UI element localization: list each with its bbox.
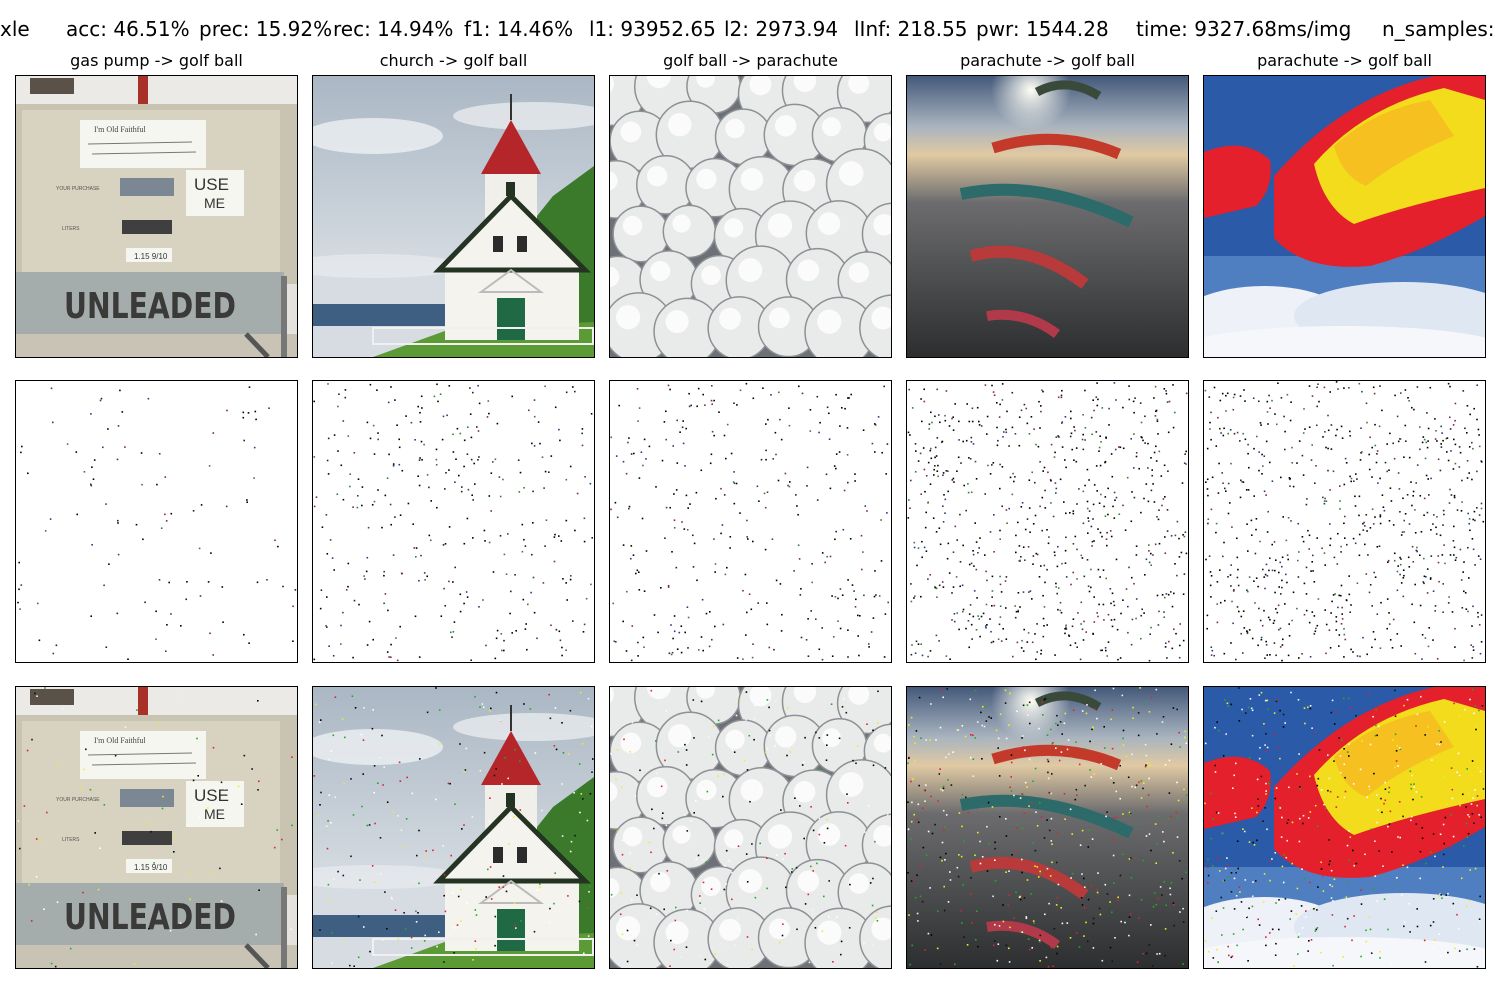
l2-metric: l2: 2973.94 [724, 17, 839, 41]
price-label: 1.15 9/10 [134, 252, 168, 261]
liters-label: LITERS [62, 226, 80, 232]
rec-metric: rec: 14.94% [333, 17, 454, 41]
note-text: I'm Old Faithful [94, 125, 146, 134]
column-title-3: golf ball -> parachute [663, 51, 838, 70]
acc-metric: acc: 46.51% [66, 17, 190, 41]
original-image-golf-balls [609, 75, 892, 358]
column-title-2: church -> golf ball [379, 51, 528, 70]
perturbation-map-5 [1203, 380, 1486, 663]
perturbation-map-2 [312, 380, 595, 663]
adversarial-image-skydivers [906, 686, 1189, 969]
original-image-church [312, 75, 595, 358]
time-metric: time: 9327.68ms/img [1136, 17, 1352, 41]
adversarial-image-golf-balls [609, 686, 892, 969]
n-samples-metric: n_samples: 4 [1382, 17, 1500, 41]
perturbation-map-3 [609, 380, 892, 663]
f1-metric: f1: 14.46% [464, 17, 574, 41]
me-text: ME [204, 195, 225, 211]
perturbation-map-1 [15, 380, 298, 663]
l1-metric: l1: 93952.65 [589, 17, 716, 41]
linf-metric: lInf: 218.55 [854, 17, 968, 41]
price-label: 1.15 9/10 [134, 863, 168, 872]
purchase-label: YOUR PURCHASE [56, 186, 100, 192]
note-text: I'm Old Faithful [94, 736, 146, 745]
pwr-metric: pwr: 1544.28 [976, 17, 1109, 41]
unleaded-text: UNLEADED [64, 897, 236, 938]
adversarial-image-gas-pump: I'm Old Faithful USE ME YOUR PURCHASE LI… [15, 686, 298, 969]
header-prefix: xle [0, 17, 30, 41]
unleaded-text: UNLEADED [64, 286, 236, 327]
original-image-parachute [1203, 75, 1486, 358]
adversarial-image-parachute [1203, 686, 1486, 969]
liters-label: LITERS [62, 837, 80, 843]
metrics-header: xle acc: 46.51% prec: 15.92% rec: 14.94%… [0, 14, 1500, 44]
original-image-gas-pump: I'm Old Faithful USE ME YOUR PURCHASE LI… [15, 75, 298, 358]
column-title-1: gas pump -> golf ball [70, 51, 243, 70]
use-text: USE [194, 786, 229, 805]
perturbation-map-4 [906, 380, 1189, 663]
use-text: USE [194, 175, 229, 194]
purchase-label: YOUR PURCHASE [56, 797, 100, 803]
prec-metric: prec: 15.92% [199, 17, 333, 41]
column-title-4: parachute -> golf ball [960, 51, 1135, 70]
me-text: ME [204, 806, 225, 822]
column-title-5: parachute -> golf ball [1257, 51, 1432, 70]
original-image-skydivers [906, 75, 1189, 358]
adversarial-image-church [312, 686, 595, 969]
